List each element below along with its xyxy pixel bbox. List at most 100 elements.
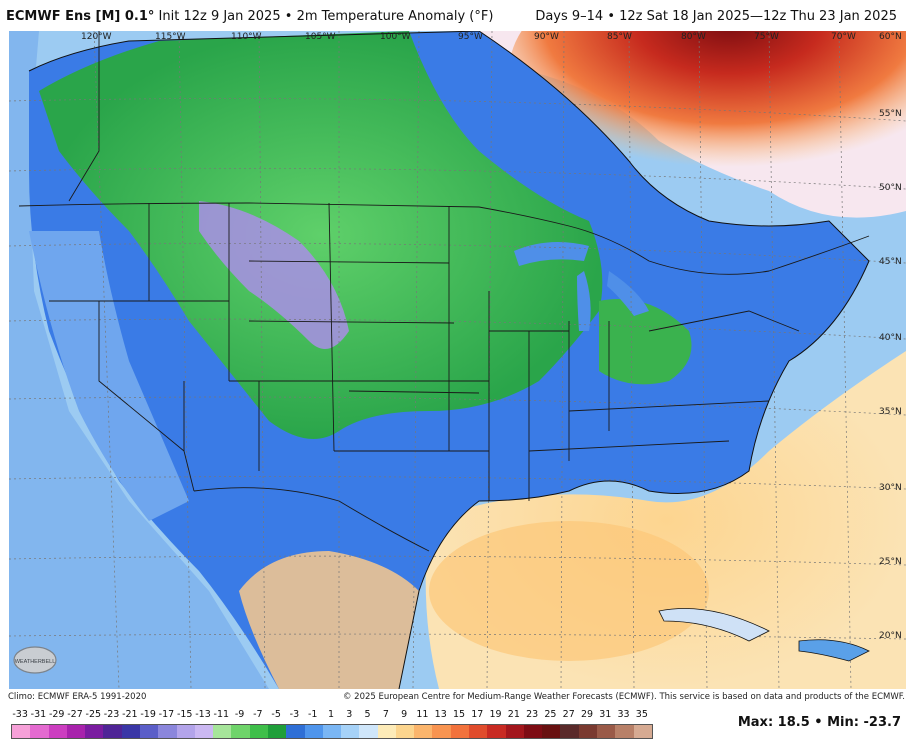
init-time: Init 12z 9 Jan 2025 bbox=[158, 9, 281, 24]
colorbar-swatch bbox=[121, 725, 140, 738]
colorbar-tick-label: -5 bbox=[271, 709, 281, 720]
colorbar-swatch bbox=[176, 725, 195, 738]
colorbar-swatch bbox=[231, 725, 250, 738]
colorbar-tick-label: -17 bbox=[158, 709, 175, 720]
colorbar-tick-label: 27 bbox=[562, 709, 575, 720]
map-canvas bbox=[9, 31, 906, 689]
gulf-core bbox=[429, 521, 709, 661]
colorbar-tick-label: -27 bbox=[67, 709, 83, 720]
colorbar-tick-label: 1 bbox=[327, 709, 335, 720]
lake-michigan bbox=[577, 271, 591, 331]
colorbar-swatch bbox=[322, 725, 342, 738]
colorbar-swatch bbox=[286, 725, 305, 738]
colorbar-tick-label: 35 bbox=[635, 709, 648, 720]
colorbar-tick-label: -13 bbox=[195, 709, 211, 720]
colorbar-labels: -33 -31 -29 -27 -25 -23 -21 -19 -17 -15 -13 -11 -9 -7… bbox=[11, 709, 651, 721]
colorbar-swatch bbox=[48, 725, 67, 738]
colorbar-swatch bbox=[395, 725, 415, 738]
colorbar-tick-label: -9 bbox=[234, 709, 245, 720]
colorbar-tick-label: 13 bbox=[434, 709, 447, 720]
lat-label: 30°N bbox=[879, 483, 902, 493]
colorbar-swatch bbox=[249, 725, 268, 738]
colorbar-swatch bbox=[12, 725, 31, 738]
colorbar-swatch bbox=[597, 725, 616, 738]
pacific-ocean bbox=[9, 31, 269, 689]
colorbar-tick-label: 5 bbox=[364, 709, 371, 720]
colorbar-tick-label: -33 bbox=[12, 709, 28, 720]
lat-label: 45°N bbox=[879, 257, 902, 267]
lon-label: 80°W bbox=[681, 32, 706, 42]
lon-label: 105°W bbox=[305, 32, 336, 42]
colorbar-tick-label: -19 bbox=[140, 709, 156, 720]
colorbar-swatch bbox=[139, 725, 159, 738]
colorbar-swatch bbox=[85, 725, 104, 738]
west-coast-blue bbox=[29, 231, 189, 521]
colorbar-tick-label: 33 bbox=[617, 709, 630, 720]
hispaniola bbox=[798, 639, 870, 662]
lon-label: 85°W bbox=[607, 32, 632, 42]
max-value: 18.5 bbox=[777, 715, 810, 730]
colorbar-tick-label: -15 bbox=[176, 709, 193, 720]
colorbar-tick-label: -11 bbox=[213, 709, 230, 720]
colorbar-tick-label: -21 bbox=[122, 709, 138, 720]
lake-huron bbox=[607, 271, 649, 316]
colorbar-tick-label: 31 bbox=[599, 709, 612, 720]
colorbar-tick-label: 25 bbox=[544, 709, 557, 720]
colorbar-tick-label: 17 bbox=[471, 709, 484, 720]
colorbar-swatch bbox=[487, 725, 506, 738]
colorbar-swatch bbox=[213, 725, 232, 738]
cuba bbox=[658, 608, 770, 642]
title-separator: • bbox=[284, 9, 293, 24]
colorbar-tick-label: 15 bbox=[452, 709, 466, 720]
political-boundaries bbox=[18, 31, 870, 552]
colorbar-tick-label: -31 bbox=[30, 709, 47, 720]
lat-label: 55°N bbox=[879, 109, 902, 119]
model-name: ECMWF Ens [M] 0.1° bbox=[6, 9, 155, 24]
weatherbell-logo: WEATHERBELL bbox=[13, 646, 57, 674]
colorbar-swatch bbox=[523, 725, 543, 738]
min-value: -23.7 bbox=[863, 715, 901, 730]
maxmin-separator: • bbox=[814, 715, 823, 730]
coastline bbox=[28, 31, 870, 689]
colorbar-tick-label: -3 bbox=[289, 709, 300, 720]
colorbar-tick-label: -29 bbox=[48, 709, 65, 720]
green-anomaly-central bbox=[39, 31, 603, 439]
colorbar-tick-label: 23 bbox=[526, 709, 539, 720]
colorbar-swatch bbox=[30, 725, 49, 738]
colorbar bbox=[11, 724, 653, 739]
colorbar-tick-label: -1 bbox=[307, 709, 318, 720]
climatology-note: Climo: ECMWF ERA-5 1991-2020 bbox=[8, 692, 147, 702]
colorbar-swatch bbox=[267, 725, 287, 738]
colorbar-swatch bbox=[377, 725, 396, 738]
lon-label: 70°W bbox=[831, 32, 856, 42]
colorbar-tick-label: 29 bbox=[580, 709, 594, 720]
colorbar-tick-label: 21 bbox=[507, 709, 520, 720]
colorbar-swatch bbox=[414, 725, 433, 738]
colorbar-swatch bbox=[359, 725, 378, 738]
colorbar-swatch bbox=[542, 725, 561, 738]
colorbar-tick-label: 9 bbox=[401, 709, 408, 720]
logo-text: WEATHERBELL bbox=[15, 659, 56, 665]
colorbar-swatch bbox=[578, 725, 597, 738]
colorbar-tick-label: -7 bbox=[253, 709, 263, 720]
variable-name: 2m Temperature Anomaly (°F) bbox=[296, 9, 494, 24]
lat-label: 20°N bbox=[879, 631, 902, 641]
purple-anomaly-rockies bbox=[199, 201, 349, 349]
max-label: Max: bbox=[737, 715, 774, 730]
colorbar-swatch bbox=[304, 725, 323, 738]
header: ECMWF Ens [M] 0.1° Init 12z 9 Jan 2025 •… bbox=[0, 0, 913, 30]
map-title: ECMWF Ens [M] 0.1° Init 12z 9 Jan 2025 •… bbox=[6, 9, 493, 24]
colorbar-tick-label: 11 bbox=[416, 709, 429, 720]
colorbar-tick-label: -25 bbox=[85, 709, 102, 720]
colorbar-swatch bbox=[66, 725, 86, 738]
lon-label: 110°W bbox=[231, 32, 262, 42]
lat-label: 25°N bbox=[879, 557, 902, 567]
colorbar-tick-label: -23 bbox=[103, 709, 120, 720]
colorbar-tick-label: 19 bbox=[489, 709, 502, 720]
colorbar-swatch bbox=[341, 725, 360, 738]
lat-label: 50°N bbox=[879, 183, 902, 193]
lon-label: 75°W bbox=[754, 32, 779, 42]
lon-label: 95°W bbox=[458, 32, 483, 42]
lat-label: 60°N bbox=[879, 32, 902, 42]
footer: Climo: ECMWF ERA-5 1991-2020 © 2025 Euro… bbox=[0, 689, 913, 750]
